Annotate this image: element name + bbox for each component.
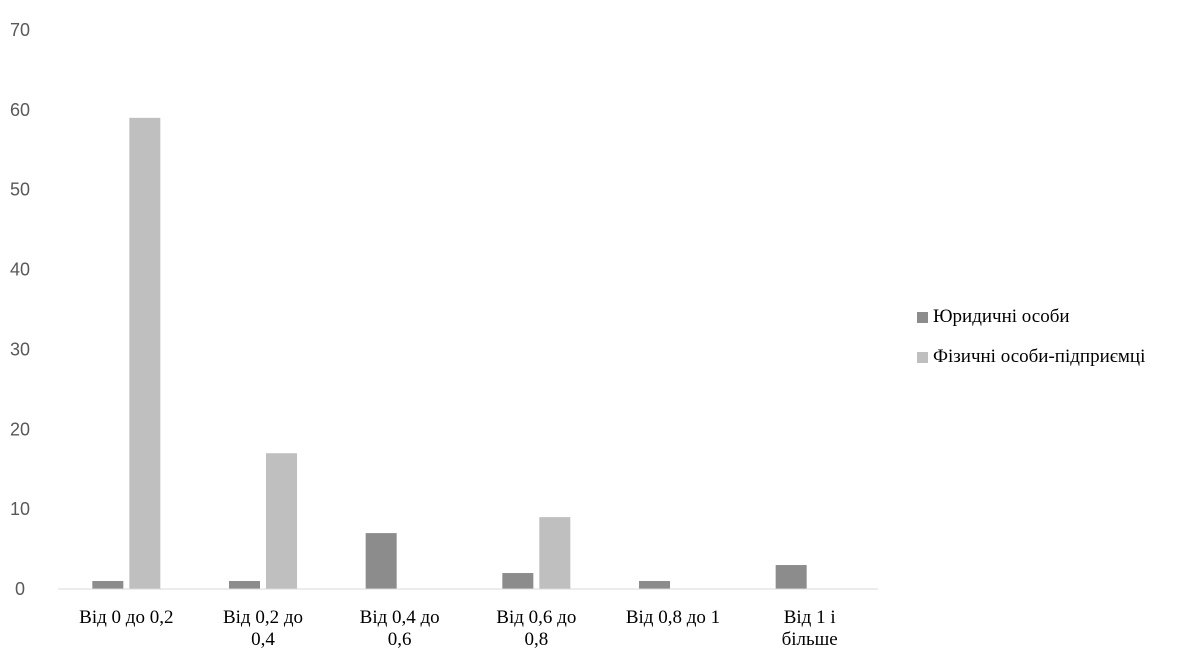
legend-swatch	[917, 312, 928, 323]
x-tick-label-line: Від 0,8 до 1	[626, 607, 720, 628]
x-tick-label-line: 0,6	[388, 629, 412, 650]
x-tick-label-line: Від 1 і	[784, 607, 836, 628]
bar-series-1-cat-0	[129, 117, 161, 589]
x-tick-label-line: більше	[782, 629, 838, 650]
y-tick-label: 60	[10, 100, 30, 120]
y-tick-label: 30	[10, 339, 30, 359]
x-tick-label-line: Від 0,6 до	[496, 607, 576, 628]
y-tick-label: 70	[10, 20, 30, 40]
y-tick-label: 20	[10, 419, 30, 439]
y-tick-label: 0	[15, 579, 25, 599]
y-tick-label: 40	[10, 260, 30, 280]
x-tick-label: Від 1 і більше	[782, 607, 838, 650]
bar-series-0-cat-2	[365, 533, 397, 589]
x-tick-label: Від 0 до 0,2	[79, 607, 173, 628]
bar-series-0-cat-1	[229, 581, 260, 589]
x-tick-label: Від 0,4 до 0,6	[360, 607, 440, 650]
x-tick-label-line: Від 0,2 до	[223, 607, 303, 628]
x-tick-label: Від 0,8 до 1	[626, 607, 720, 628]
bar-series-1-cat-1	[266, 453, 297, 589]
bar-series-0-cat-3	[502, 573, 534, 589]
y-tick-label: 10	[10, 499, 30, 519]
x-tick-label: Від 0,2 до 0,4	[223, 607, 303, 650]
legend-label: Юридичні особи	[933, 306, 1070, 327]
y-tick-label: 50	[10, 180, 30, 200]
legend-label: Фізичні особи-підприємці	[933, 346, 1145, 367]
x-tick-label-line: 0,8	[524, 629, 548, 650]
bar-series-1-cat-3	[539, 517, 571, 589]
x-tick-label-line: Від 0 до 0,2	[79, 607, 173, 628]
x-tick-label-line: 0,4	[251, 629, 275, 650]
bar-series-0-cat-4	[639, 581, 670, 589]
y-axis: 0 10 20 30 40 50 60 70	[10, 20, 30, 599]
x-tick-label: Від 0,6 до 0,8	[496, 607, 576, 650]
legend-swatch	[917, 352, 928, 363]
x-tick-label-line: Від 0,4 до	[360, 607, 440, 628]
bar-series-0-cat-0	[92, 581, 124, 589]
bar-series-0-cat-5	[775, 565, 807, 589]
legend: Юридичні особи Фізичні особи-підприємці	[917, 306, 1145, 367]
bars	[92, 117, 807, 589]
